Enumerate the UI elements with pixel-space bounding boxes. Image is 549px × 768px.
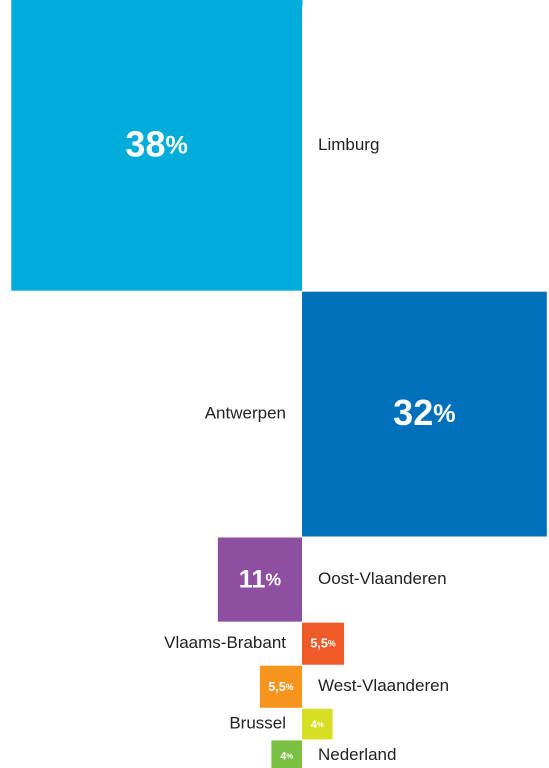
square xyxy=(302,708,333,740)
category-label: Limburg xyxy=(318,135,379,154)
category-label: Antwerpen xyxy=(205,404,286,423)
category-label: Oost-Vlaanderen xyxy=(318,569,447,588)
square xyxy=(259,665,302,708)
square xyxy=(217,537,302,622)
square xyxy=(271,740,302,768)
square xyxy=(302,291,547,537)
category-label: Nederland xyxy=(318,745,396,764)
value-label: 4% xyxy=(311,719,324,731)
category-label: Brussel xyxy=(229,714,286,733)
value-label: 38% xyxy=(125,123,187,164)
category-label: West-Vlaanderen xyxy=(318,676,449,695)
value-label: 4% xyxy=(280,751,293,763)
value-label: 5,5% xyxy=(310,637,336,651)
square xyxy=(302,622,345,665)
value-label: 11% xyxy=(239,565,282,593)
square xyxy=(11,0,303,291)
value-label: 32% xyxy=(393,392,455,433)
value-label: 5,5% xyxy=(268,680,294,694)
category-label: Vlaams-Brabant xyxy=(164,633,286,652)
